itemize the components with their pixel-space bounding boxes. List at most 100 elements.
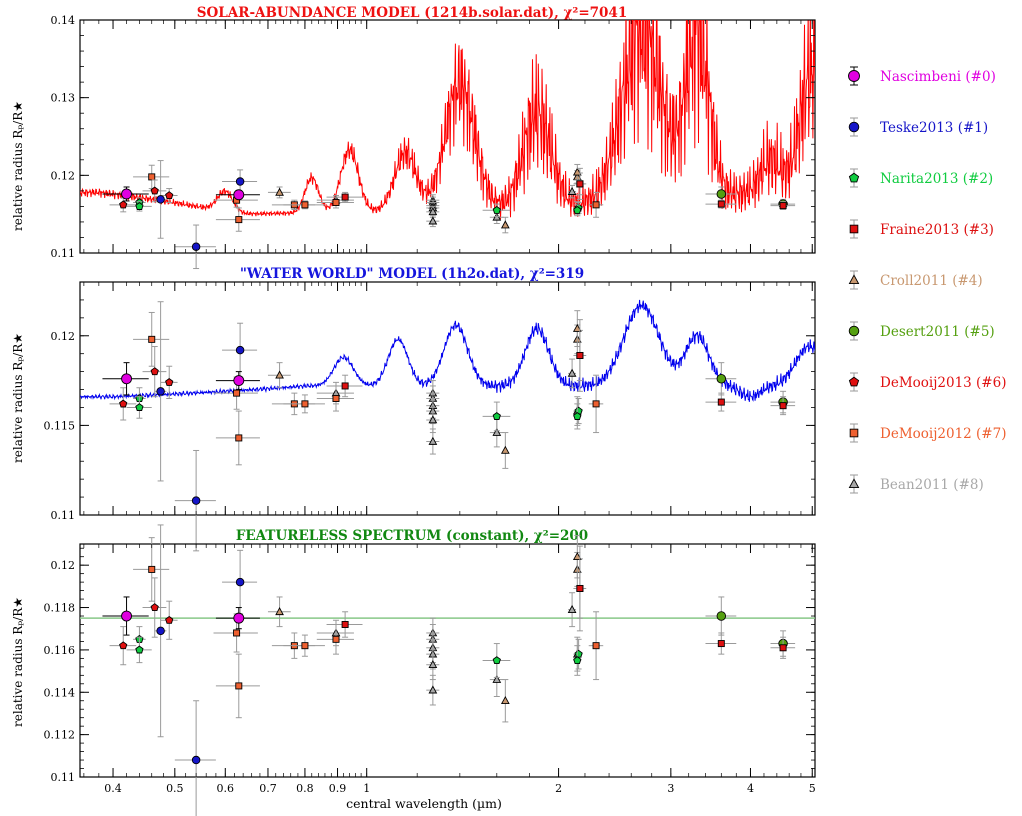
marker-circle	[121, 373, 132, 385]
marker-square	[717, 398, 725, 406]
legend-item: DeMooij2013 (#6)	[848, 372, 1006, 392]
data-point-set-2	[573, 403, 582, 430]
data-point-set-7	[588, 611, 604, 681]
data-point-set-8	[567, 184, 577, 199]
marker-circle	[848, 121, 860, 133]
marker-square	[233, 629, 241, 637]
x-tick-label: 1	[363, 782, 370, 795]
marker-pentagon	[573, 656, 582, 665]
data-point-set-5	[705, 362, 737, 396]
marker-pentagon	[492, 205, 501, 214]
marker-circle	[848, 70, 860, 82]
marker-pentagon	[492, 656, 501, 665]
data-point-set-4	[572, 310, 582, 348]
marker-triangle	[567, 604, 577, 613]
y-tick-label: 0.116	[44, 644, 76, 657]
marker-triangle	[275, 607, 284, 616]
data-point-set-0	[102, 362, 149, 396]
marker-square	[779, 402, 787, 410]
data-point-set-3	[770, 636, 796, 659]
marker-pentagon	[135, 403, 144, 411]
marker-square	[779, 202, 787, 210]
legend-item: Bean2011 (#8)	[848, 474, 984, 494]
marker-circle	[233, 189, 245, 201]
x-tick-label: 2	[555, 782, 562, 795]
marker-circle	[235, 577, 245, 587]
data-point-set-3	[770, 396, 796, 416]
marker-triangle	[428, 216, 438, 225]
marker-triangle	[500, 696, 510, 705]
x-tick-label: 0.5	[166, 782, 184, 795]
legend-label: Fraine2013 (#3)	[880, 222, 994, 238]
model-line-solar	[80, 20, 815, 220]
marker-circle	[716, 189, 727, 199]
plot-frame	[79, 543, 816, 778]
legend: Nascimbeni (#0) Teske2013 (#1) Narita2013 …	[848, 66, 1006, 494]
marker-circle	[235, 177, 245, 186]
marker-square	[576, 584, 584, 592]
data-point-set-4	[572, 535, 582, 579]
marker-circle	[191, 496, 201, 505]
axes	[79, 543, 816, 778]
marker-square	[148, 173, 156, 181]
marker-square	[233, 389, 241, 397]
data-point-set-3	[705, 392, 737, 412]
data-point-set-3	[705, 199, 737, 209]
y-axis-label: relative radius Rₚ/R★	[11, 101, 25, 231]
marker-square	[341, 621, 349, 628]
data-point-set-1	[154, 160, 167, 239]
legend-item: Croll2011 (#4)	[848, 270, 983, 290]
marker-triangle	[500, 445, 510, 454]
marker-pentagon	[165, 378, 174, 386]
marker-triangle	[572, 323, 582, 332]
marker-square	[301, 201, 309, 209]
marker-circle	[156, 387, 165, 396]
marker-square	[235, 216, 243, 224]
data-point-set-2	[482, 203, 511, 217]
legend-label: Narita2013 (#2)	[880, 171, 993, 187]
data-point-set-4	[500, 216, 510, 234]
x-tick-label: 4	[747, 782, 754, 795]
x-tick-label: 3	[667, 782, 674, 795]
marker-pentagon	[573, 412, 582, 420]
legend-label: Croll2011 (#4)	[880, 273, 983, 289]
panel-solar-abundance: SOLAR-ABUNDANCE MODEL (1214b.solar.dat),…	[11, 5, 816, 270]
marker-pentagon	[573, 205, 582, 214]
marker-square	[235, 434, 243, 442]
legend-label: DeMooij2012 (#7)	[880, 426, 1006, 442]
data-point-set-7	[215, 653, 260, 719]
marker-circle	[191, 755, 201, 765]
axes	[79, 19, 816, 254]
y-tick-label: 0.114	[44, 686, 76, 699]
panel-water-world: "WATER WORLD" MODEL (1h2o.dat), χ²=319 r…	[11, 266, 816, 552]
marker-circle	[235, 345, 245, 355]
data-point-set-0	[102, 186, 149, 202]
marker-square	[301, 642, 309, 650]
data-point-set-3	[326, 374, 363, 398]
y-tick-label: 0.11	[51, 771, 76, 784]
marker-triangle	[428, 207, 438, 216]
data-point-set-2	[573, 204, 582, 217]
legend-item: Desert2011 (#5)	[848, 321, 995, 341]
marker-triangle	[572, 167, 582, 176]
marker-pentagon	[165, 615, 174, 624]
data-point-set-4	[267, 362, 291, 389]
data-point-set-1	[174, 224, 216, 270]
data-point-set-7	[283, 394, 325, 414]
x-axis-label: central wavelength (µm)	[346, 796, 502, 811]
marker-circle	[156, 195, 165, 204]
marker-square	[592, 400, 600, 408]
data-point-set-2	[574, 638, 583, 670]
legend-label: Bean2011 (#8)	[880, 477, 984, 493]
data-point-set-7	[133, 537, 170, 602]
marker-triangle	[572, 551, 582, 561]
marker-triangle	[492, 674, 502, 683]
marker-square	[332, 199, 340, 207]
x-tick-label: 0.6	[217, 782, 235, 795]
marker-triangle	[428, 415, 438, 424]
marker-square	[592, 642, 600, 650]
model-curve	[80, 299, 815, 402]
legend-item: Fraine2013 (#3)	[849, 219, 994, 239]
data-point-set-8	[426, 649, 440, 681]
marker-triangle	[492, 427, 502, 436]
